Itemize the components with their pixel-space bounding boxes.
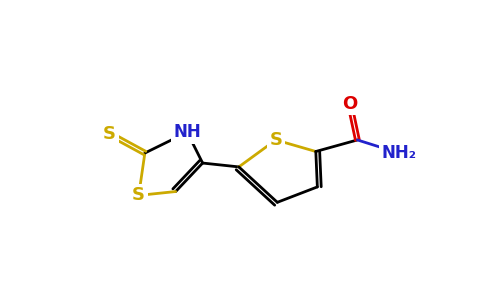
Text: O: O (342, 95, 357, 113)
Text: S: S (269, 131, 282, 149)
Text: S: S (132, 186, 145, 204)
Text: NH₂: NH₂ (381, 144, 416, 162)
Text: S: S (103, 125, 116, 143)
Text: NH: NH (173, 123, 201, 141)
